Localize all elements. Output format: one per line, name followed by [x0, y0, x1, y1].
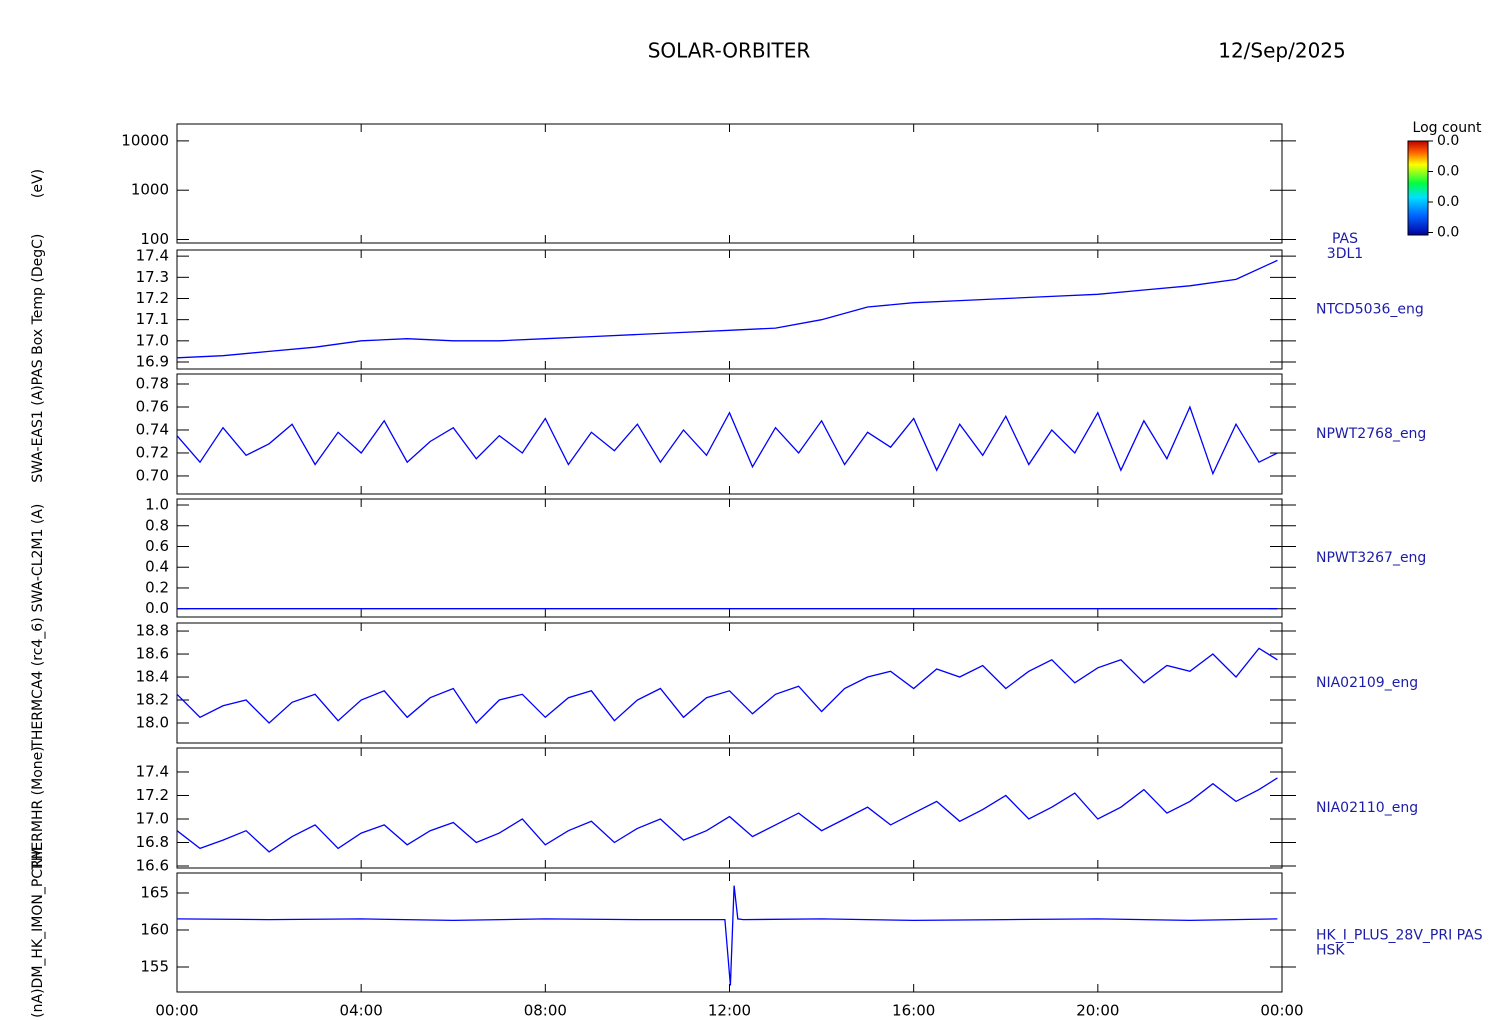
panel-label: 3DL1 — [1327, 246, 1363, 262]
y-axis-label: THERMCA4 (rc4_6) — [30, 617, 46, 749]
y-tick-label: 0.70 — [136, 466, 169, 484]
y-tick-label: 18.6 — [136, 645, 169, 663]
panel-frame — [176, 498, 1283, 618]
panel-label: HK_I_PLUS_28V_PRI PAS — [1316, 928, 1483, 944]
y-tick-label: 1000 — [131, 181, 169, 199]
y-tick-label: 10000 — [121, 131, 169, 149]
panel-frame — [176, 249, 1283, 370]
y-tick-label: 0.8 — [145, 516, 169, 534]
panel-label: NPWT2768_eng — [1316, 426, 1426, 442]
colorbar — [1407, 140, 1429, 236]
y-axis-label: THERMHR (Mone) — [30, 746, 46, 871]
title: SOLAR-ORBITER — [648, 39, 811, 63]
colorbar-tick-label: 0.0 — [1437, 133, 1459, 149]
y-tick-label: 0.0 — [145, 599, 169, 617]
panel-frame — [176, 373, 1283, 495]
date: 12/Sep/2025 — [1218, 39, 1346, 63]
y-tick-label: 17.3 — [136, 268, 169, 286]
y-axis-label: PAS Box Temp (DegC) — [30, 234, 46, 386]
x-tick-label: 00:00 — [1260, 1002, 1303, 1020]
y-tick-label: 0.2 — [145, 578, 169, 596]
panel-label: NIA02110_eng — [1316, 800, 1418, 816]
y-tick-label: 17.4 — [136, 247, 169, 265]
y-axis-label: SWA-CL2M1 (A) — [30, 504, 46, 613]
y-tick-label: 17.2 — [136, 786, 169, 804]
x-tick-label: 08:00 — [524, 1002, 567, 1020]
y-axis-label: (eV) — [30, 169, 46, 198]
y-tick-label: 17.4 — [136, 762, 169, 780]
y-tick-label: 0.78 — [136, 375, 169, 393]
data-line — [176, 405, 1278, 476]
y-tick-label: 17.0 — [136, 809, 169, 827]
y-tick-label: 16.8 — [136, 833, 169, 851]
y-tick-label: 16.6 — [136, 857, 169, 875]
panel-frame — [176, 747, 1283, 869]
data-line — [176, 259, 1278, 359]
y-tick-label: 18.8 — [136, 622, 169, 640]
y-tick-label: 18.4 — [136, 668, 169, 686]
y-tick-label: 160 — [140, 920, 169, 938]
y-tick-label: 165 — [140, 883, 169, 901]
x-tick-label: 12:00 — [708, 1002, 751, 1020]
colorbar-tick-label: 0.0 — [1437, 225, 1459, 241]
data-line — [176, 885, 1278, 986]
panel-label: HSK — [1316, 943, 1345, 959]
y-axis-label: SWA-EAS1 (A) — [30, 385, 46, 482]
x-tick-label: 16:00 — [892, 1002, 935, 1020]
y-tick-label: 17.2 — [136, 289, 169, 307]
y-tick-label: 155 — [140, 957, 169, 975]
y-tick-label: 17.1 — [136, 310, 169, 328]
y-tick-label: 0.6 — [145, 537, 169, 555]
y-tick-label: 100 — [140, 230, 169, 248]
colorbar-tick-label: 0.0 — [1437, 164, 1459, 180]
x-tick-label: 00:00 — [155, 1002, 198, 1020]
y-tick-label: 0.4 — [145, 558, 169, 576]
y-axis-label: (nA)DM_HK_IMON_PCRM — [30, 847, 46, 1018]
y-tick-label: 0.72 — [136, 443, 169, 461]
data-line — [176, 777, 1278, 853]
y-tick-label: 17.0 — [136, 331, 169, 349]
panel-label: NTCD5036_eng — [1316, 302, 1424, 318]
colorbar-title: Log count — [1413, 120, 1482, 136]
panel-frame — [176, 622, 1283, 744]
colorbar-tick-label: 0.0 — [1437, 194, 1459, 210]
data-line — [176, 647, 1278, 725]
panel-frame — [176, 123, 1283, 244]
panel-label: PAS — [1332, 231, 1358, 247]
panel-label: NIA02109_eng — [1316, 675, 1418, 691]
y-tick-label: 0.74 — [136, 420, 169, 438]
y-tick-label: 0.76 — [136, 397, 169, 415]
x-tick-label: 04:00 — [340, 1002, 383, 1020]
y-tick-label: 18.0 — [136, 714, 169, 732]
y-tick-label: 16.9 — [136, 353, 169, 371]
y-tick-label: 18.2 — [136, 691, 169, 709]
panel-label: NPWT3267_eng — [1316, 550, 1426, 566]
y-tick-label: 1.0 — [145, 496, 169, 514]
x-tick-label: 20:00 — [1076, 1002, 1119, 1020]
